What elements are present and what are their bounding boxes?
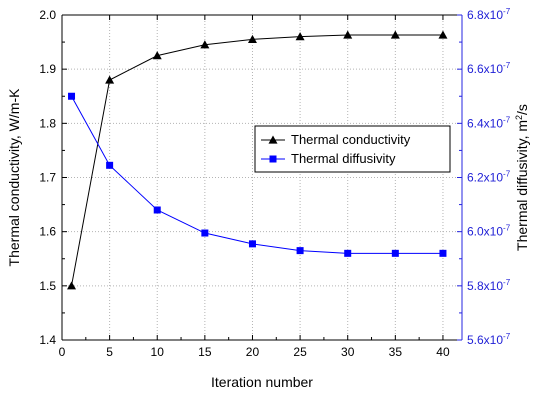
legend-box (254, 125, 451, 173)
data-point-diffusivity (296, 247, 304, 255)
data-point-conductivity (247, 34, 257, 43)
y-left-tick-label: 1.6 (39, 225, 56, 239)
y-right-tick-label: 6.2x10-7 (467, 170, 511, 185)
y-left-tick-label: 1.5 (39, 279, 56, 293)
data-point-diffusivity (248, 240, 256, 248)
y-right-tick-label: 6.0x10-7 (467, 224, 511, 239)
y-right-tick-label: 6.4x10-7 (467, 115, 511, 130)
x-tick-label: 15 (198, 345, 212, 359)
data-point-conductivity (200, 40, 210, 49)
data-point-diffusivity (439, 249, 447, 257)
y-right-tick-label: 6.8x10-7 (467, 7, 511, 22)
x-tick-label: 40 (436, 345, 450, 359)
y-right-tick-label: 6.6x10-7 (467, 61, 511, 76)
y-left-tick-label: 2.0 (39, 8, 56, 22)
data-point-conductivity (152, 51, 162, 60)
y-left-tick-label: 1.7 (39, 171, 56, 185)
legend-marker-conductivity (268, 135, 278, 144)
data-point-diffusivity (391, 249, 399, 257)
legend-item-conductivity: Thermal conductivity (261, 132, 411, 147)
data-point-conductivity (67, 281, 77, 290)
y-right-tick-label: 5.8x10-7 (467, 278, 511, 293)
data-point-conductivity (105, 75, 115, 84)
x-tick-label: 5 (106, 345, 113, 359)
legend: Thermal conductivity Thermal diffusivity (254, 125, 451, 173)
x-tick-label: 10 (151, 345, 165, 359)
data-point-diffusivity (344, 249, 352, 257)
legend-item-diffusivity: Thermal diffusivity (261, 151, 396, 166)
legend-marker-diffusivity (269, 155, 277, 163)
y-left-tick-label: 1.9 (39, 62, 56, 76)
data-point-diffusivity (68, 92, 76, 100)
legend-label-conductivity: Thermal conductivity (291, 132, 411, 147)
x-tick-label: 30 (341, 345, 355, 359)
data-point-diffusivity (106, 161, 114, 169)
legend-label-diffusivity: Thermal diffusivity (291, 151, 396, 166)
y-right-tick-label: 5.6x10-7 (467, 332, 511, 347)
y-axis-left-title: Thermal conductivity, W/m-K (6, 88, 22, 267)
axes: 0 5 10 15 20 25 30 35 40 1.4 1.5 1.6 1.7 1.8 1.9 2.0 5.6… (39, 7, 510, 359)
x-tick-label: 0 (59, 345, 66, 359)
x-tick-label: 25 (293, 345, 307, 359)
y-axis-right-title: Thermal diffusivity, m2/s (514, 104, 530, 251)
y-left-tick-label: 1.8 (39, 116, 56, 130)
y-left-tick-label: 1.4 (39, 333, 56, 347)
series-line-diffusivity (71, 96, 443, 254)
x-tick-label: 20 (246, 345, 260, 359)
data-point-diffusivity (201, 229, 209, 237)
data-point-conductivity (390, 30, 400, 39)
x-axis-title: Iteration number (211, 374, 313, 390)
grid (62, 15, 462, 340)
data-point-diffusivity (153, 206, 161, 214)
data-point-conductivity (343, 30, 353, 39)
data-point-conductivity (438, 30, 448, 39)
data-point-conductivity (295, 32, 305, 41)
x-tick-label: 35 (389, 345, 403, 359)
series-layer (67, 30, 448, 290)
